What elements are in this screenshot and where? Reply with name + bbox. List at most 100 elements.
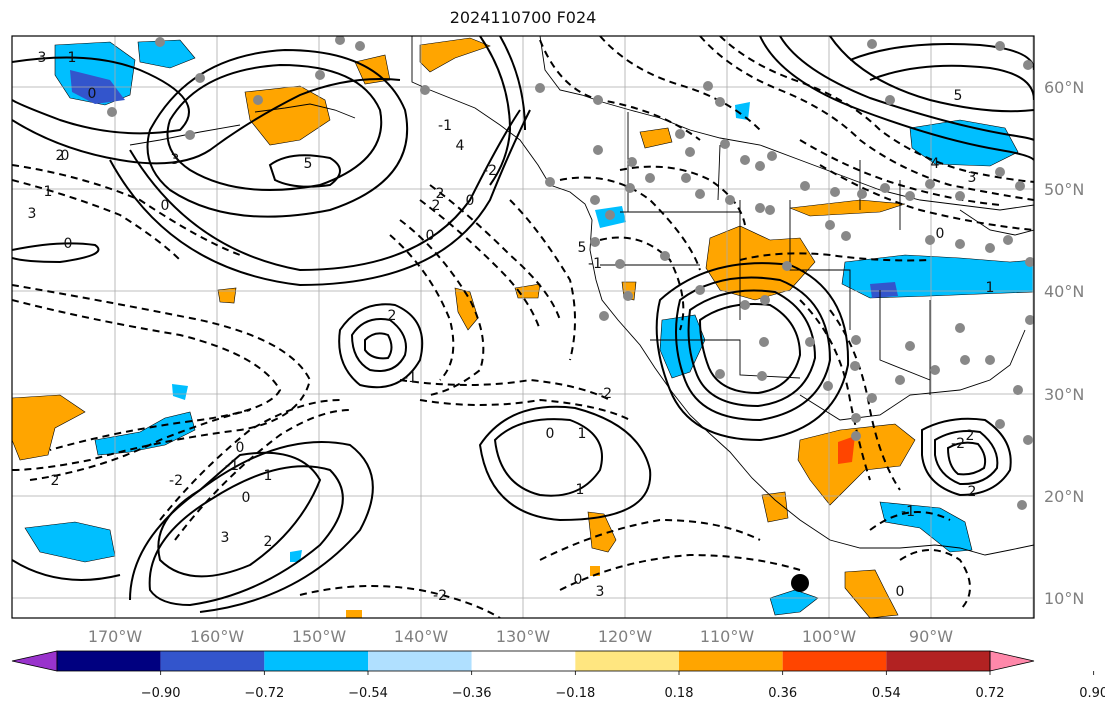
colorbar-segment (57, 651, 161, 671)
station-marker (857, 189, 867, 199)
station-marker (955, 323, 965, 333)
station-marker (685, 147, 695, 157)
contour-label: 4 (931, 156, 940, 172)
station-marker (930, 365, 940, 375)
station-marker (755, 161, 765, 171)
contour-label: 2 (432, 198, 441, 214)
station-marker (823, 381, 833, 391)
colorbar-segment (886, 651, 990, 671)
contour-label: -1 (438, 118, 452, 134)
station-marker (995, 419, 1005, 429)
contour-label: 1 (578, 426, 587, 442)
colorbar-segment (679, 651, 783, 671)
station-marker (740, 155, 750, 165)
contour-label: 1 (44, 184, 53, 200)
contour-label: 2 (56, 148, 65, 164)
shade-positive (346, 610, 362, 618)
station-marker (315, 70, 325, 80)
latitude-labels: 60°N 50°N 40°N 30°N 20°N 10°N (1044, 78, 1084, 608)
station-marker (599, 311, 609, 321)
latitude-label: 50°N (1044, 180, 1084, 199)
station-marker (623, 291, 633, 301)
contour-label: 0 (936, 226, 945, 242)
station-marker (1025, 315, 1034, 325)
station-marker (895, 375, 905, 385)
shade-positive (244, 85, 331, 146)
contour-label: -1 (588, 256, 602, 272)
colorbar-tick-label: 0.18 (665, 686, 694, 701)
contour-label: 3 (171, 152, 180, 168)
colorbar-extend-high (989, 650, 1035, 672)
station-marker (720, 139, 730, 149)
colorbar-tick-label: −0.54 (348, 686, 388, 701)
station-marker (681, 173, 691, 183)
shade-positive (844, 569, 899, 618)
longitude-label: 150°W (292, 627, 347, 646)
contour-label: 5 (304, 156, 313, 172)
contour-label: -2 (598, 386, 612, 402)
contour-label: -2 (483, 163, 497, 179)
station-marker (1015, 181, 1025, 191)
contour-label: 3 (968, 170, 977, 186)
latitude-label: 40°N (1044, 282, 1084, 301)
contour-label: 3 (221, 530, 230, 546)
station-marker (1013, 385, 1023, 395)
contour-label: 5 (578, 240, 587, 256)
colorbar-segment (160, 651, 265, 671)
latitude-label: 30°N (1044, 385, 1084, 404)
station-marker (593, 145, 603, 155)
contour-label: 0 (574, 572, 583, 588)
station-marker (195, 73, 205, 83)
colorbar-tick-labels: −0.90 −0.72 −0.54 −0.36 −0.18 0.18 0.36 0.54 0.7… (141, 671, 1105, 701)
contour-label: 0 (426, 228, 435, 244)
station-marker (851, 335, 861, 345)
station-marker (1023, 60, 1033, 70)
colorbar-tick-label: −0.90 (141, 686, 181, 701)
shade-positive (12, 394, 86, 461)
colorbar-segment (782, 651, 887, 671)
station-marker (593, 95, 603, 105)
station-marker (995, 167, 1005, 177)
contour-label: 0 (466, 193, 475, 209)
longitude-label: 100°W (802, 627, 857, 646)
contour-label: 0 (64, 236, 73, 252)
longitude-label: 110°W (700, 627, 755, 646)
colorbar-segment (471, 651, 576, 671)
longitude-label: 140°W (394, 627, 449, 646)
station-marker (765, 205, 775, 215)
station-marker (825, 220, 835, 230)
shade-negative (290, 550, 302, 562)
shade-positive (789, 199, 906, 217)
station-marker (955, 191, 965, 201)
shade-negative-strong (870, 282, 898, 298)
colorbar-tick-label: −0.18 (555, 686, 595, 701)
shade-positive-strong (838, 436, 855, 464)
shade-negative (172, 384, 188, 400)
colorbar-tick-label: 0.72 (976, 686, 1005, 701)
station-marker (800, 181, 810, 191)
colorbar-segment (575, 651, 679, 671)
longitude-labels: 170°W 160°W 150°W 140°W 130°W 120°W 110°W 100°W… (88, 627, 953, 646)
station-marker (755, 203, 765, 213)
station-marker (155, 37, 165, 47)
colorbar (11, 650, 1035, 672)
station-marker (253, 95, 263, 105)
station-marker (675, 129, 685, 139)
station-marker (740, 300, 750, 310)
station-marker (715, 369, 725, 379)
contour-label: -1 (225, 458, 239, 474)
longitude-label: 120°W (598, 627, 653, 646)
latitude-label: 10°N (1044, 589, 1084, 608)
shade-positive (587, 511, 617, 553)
contour-label: 2 (388, 308, 397, 324)
station-marker (715, 97, 725, 107)
station-marker (355, 41, 365, 51)
station-marker (615, 259, 625, 269)
colorbar-tick-label: −0.36 (452, 686, 492, 701)
station-marker (627, 157, 637, 167)
station-marker (885, 95, 895, 105)
station-marker (851, 431, 861, 441)
contour-label: 1 (68, 50, 77, 66)
station-marker (851, 413, 861, 423)
colorbar-tick-label: 0.90 (1079, 686, 1105, 701)
